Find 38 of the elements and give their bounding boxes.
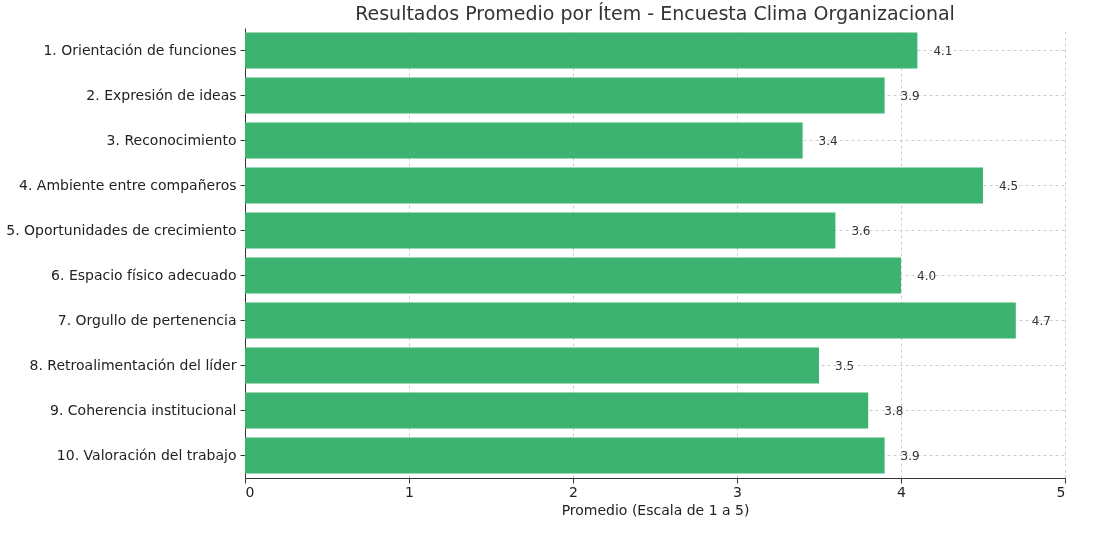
x-tick-label: 2 — [569, 483, 578, 500]
y-tick-label: 2. Expresión de ideas — [86, 86, 237, 103]
bar — [245, 302, 1016, 339]
data-label: 3.4 — [818, 133, 838, 148]
data-label: 3.5 — [835, 358, 855, 373]
bar — [245, 77, 885, 114]
bar — [245, 392, 869, 429]
y-tick-label: 6. Espacio físico adecuado — [51, 266, 237, 283]
x-tick-label: 1 — [405, 483, 414, 500]
bar — [245, 32, 918, 69]
x-tick-label: 3 — [733, 483, 742, 500]
y-tick-label: 3. Reconocimiento — [106, 131, 237, 148]
y-tick-label: 9. Coherencia institucional — [50, 401, 237, 418]
data-label: 4.5 — [999, 178, 1019, 193]
data-label: 4.0 — [917, 268, 937, 283]
data-label: 3.9 — [900, 448, 920, 463]
y-tick-label: 5. Oportunidades de crecimiento — [6, 221, 237, 238]
x-tick-label: 0 — [245, 483, 255, 500]
data-label: 3.9 — [900, 88, 920, 103]
x-tick-label: 4 — [897, 483, 907, 500]
data-label: 3.6 — [851, 223, 871, 238]
bar — [245, 437, 885, 474]
bar — [245, 122, 803, 159]
x-axis-title: Promedio (Escala de 1 a 5) — [561, 501, 750, 518]
data-label: 4.1 — [933, 43, 953, 58]
data-label: 4.7 — [1031, 313, 1051, 328]
bar — [245, 212, 836, 249]
y-tick-label: 4. Ambiente entre compañeros — [19, 176, 237, 193]
y-tick-label: 10. Valoración del trabajo — [56, 446, 237, 463]
chart-title: Resultados Promedio por Ítem - Encuesta Clima Organizacional — [355, 2, 955, 24]
y-tick-label: 7. Orgullo de pertenencia — [57, 311, 237, 328]
x-tick-label: 5 — [1056, 483, 1066, 500]
bar — [245, 257, 901, 294]
data-label: 3.8 — [884, 403, 904, 418]
bar — [245, 347, 819, 384]
y-tick-label: 8. Retroalimentación del líder — [29, 356, 237, 373]
y-tick-label: 1. Orientación de funciones — [43, 41, 237, 58]
bar — [245, 167, 983, 204]
